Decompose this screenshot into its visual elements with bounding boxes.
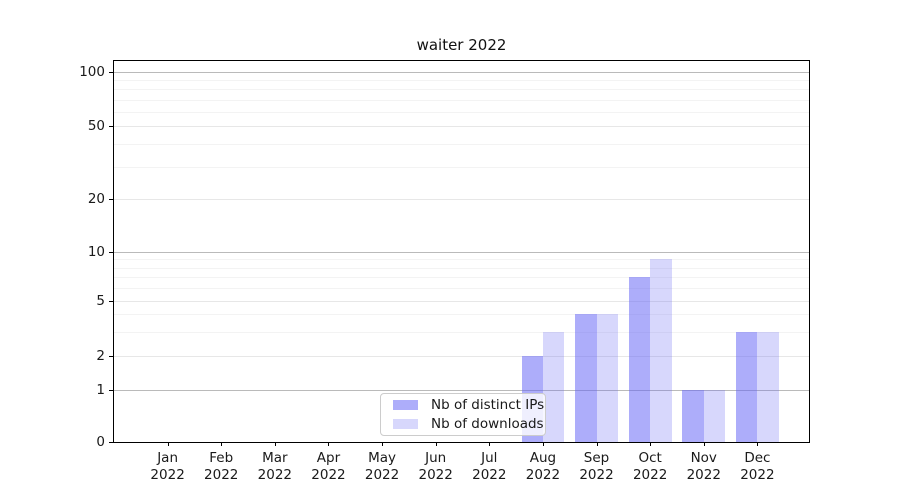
x-tick-label: Aug 2022 [525, 450, 561, 483]
x-tick-mark [596, 442, 598, 446]
y-tick-mark [109, 356, 113, 357]
y-tick-label: 5 [96, 293, 105, 309]
y-tick-mark [109, 252, 113, 253]
y-minor-gridline [114, 111, 809, 113]
bar-nb-of-downloads-dec [757, 331, 779, 442]
y-minor-gridline [114, 259, 809, 261]
x-tick-mark [382, 442, 384, 446]
y-minor-gridline [114, 277, 809, 279]
y-gridline [114, 72, 809, 73]
legend-item-downloads: Nb of downloads [389, 416, 544, 432]
chart-title: waiter 2022 [416, 36, 507, 54]
legend-label-downloads: Nb of downloads [431, 416, 544, 432]
y-tick-label: 100 [79, 64, 105, 80]
x-tick-label: May 2022 [364, 450, 400, 483]
y-tick-mark [109, 126, 113, 127]
x-tick-mark [328, 442, 330, 446]
x-tick-mark [167, 442, 169, 446]
y-tick-mark [109, 199, 113, 200]
bar-nb-of-downloads-aug [542, 331, 565, 442]
y-tick-mark [109, 390, 113, 391]
bar-nb-of-distinct-ips-nov [682, 390, 704, 442]
x-tick-label: Sep 2022 [579, 450, 614, 483]
bar-nb-of-downloads-oct [650, 259, 672, 442]
bar-nb-of-distinct-ips-sep [575, 314, 597, 442]
x-tick-mark [703, 442, 705, 446]
plot-area: Nb of distinct IPs Nb of downloads 0 1 2 5 1… [79, 60, 810, 483]
x-tick-label: Jul 2022 [472, 450, 507, 483]
x-tick-label: Jan 2022 [150, 450, 185, 483]
x-tick-label: Apr 2022 [311, 450, 346, 483]
legend: Nb of distinct IPs Nb of downloads [380, 393, 546, 436]
y-tick-label: 1 [96, 382, 105, 398]
bar-nb-of-distinct-ips-dec [735, 331, 758, 442]
legend-swatch-distinct-ips-icon [393, 400, 418, 410]
y-tick-label: 50 [87, 118, 105, 134]
y-tick-label: 2 [96, 348, 105, 364]
bar-nb-of-downloads-sep [596, 314, 618, 442]
x-tick-mark [274, 442, 276, 446]
y-gridline [114, 252, 809, 253]
x-tick-mark [435, 442, 437, 446]
y-tick-label: 10 [87, 244, 105, 260]
y-minor-gridline [114, 143, 809, 145]
y-minor-gridline [114, 331, 809, 333]
x-tick-mark [757, 442, 759, 446]
x-tick-mark [650, 442, 652, 446]
y-gridline [114, 356, 809, 357]
x-tick-mark [489, 442, 491, 446]
y-tick-mark [109, 301, 113, 302]
y-minor-gridline [114, 314, 809, 316]
y-gridline [114, 301, 809, 302]
y-minor-gridline [114, 80, 809, 82]
x-tick-label: Mar 2022 [257, 450, 293, 483]
y-gridline [114, 126, 809, 127]
y-tick-label: 20 [87, 191, 105, 207]
y-minor-gridline [114, 166, 809, 168]
y-tick-mark [109, 442, 113, 443]
x-tick-label: Feb 2022 [204, 450, 239, 483]
legend-swatch-downloads-icon [393, 419, 418, 429]
y-minor-gridline [114, 288, 809, 290]
x-tick-label: Dec 2022 [740, 450, 775, 483]
y-gridline [114, 199, 809, 200]
x-tick-label: Jun 2022 [418, 450, 453, 483]
y-minor-gridline [114, 267, 809, 269]
y-tick-mark [109, 72, 113, 73]
x-tick-label: Nov 2022 [686, 450, 721, 483]
x-tick-label: Oct 2022 [632, 450, 668, 483]
legend-item-distinct-ips: Nb of distinct IPs [389, 397, 544, 413]
y-gridline [114, 390, 809, 391]
y-minor-gridline [114, 99, 809, 101]
x-tick-mark [221, 442, 223, 446]
bar-nb-of-downloads-nov [703, 390, 726, 442]
bar-nb-of-distinct-ips-oct [628, 277, 651, 442]
y-minor-gridline [114, 89, 809, 91]
legend-label-distinct-ips: Nb of distinct IPs [431, 397, 545, 413]
y-tick-label: 0 [96, 434, 105, 450]
x-tick-mark [542, 442, 544, 446]
